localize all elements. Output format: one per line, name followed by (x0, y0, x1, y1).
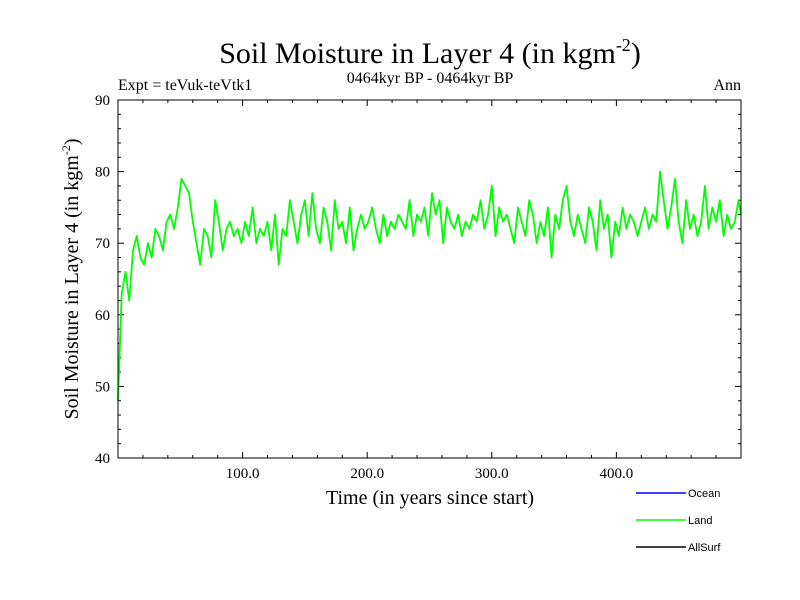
chart-title: Soil Moisture in Layer 4 (in kgm-2) (219, 35, 641, 70)
x-tick-label: 200.0 (350, 466, 384, 482)
legend-label-allsurf: AllSurf (688, 542, 721, 554)
y-tick-label: 70 (95, 236, 110, 252)
subtitle-left: Expt = teVuk-teVtk1 (118, 77, 252, 94)
x-tick-label: 300.0 (475, 466, 509, 482)
chart-title-superscript: -2 (616, 35, 631, 55)
y-tick-label: 80 (95, 165, 110, 181)
y-axis-label: Soil Moisture in Layer 4 (in kgm-2) (59, 138, 83, 419)
chart-title-close: ) (631, 37, 641, 70)
subtitle-right: Ann (713, 77, 741, 94)
x-axis-label: Time (in years since start) (326, 487, 534, 509)
axis-ticks (118, 99, 741, 459)
y-tick-label: 90 (95, 93, 110, 109)
subtitle-center: 0464kyr BP - 0464kyr BP (347, 70, 514, 87)
y-axis-label-main: Soil Moisture in Layer 4 (in kgm (61, 155, 83, 420)
y-axis-label-superscript: -2 (59, 145, 73, 155)
legend-label-ocean: Ocean (688, 488, 720, 500)
x-tick-label: 400.0 (600, 466, 634, 482)
series-line-land (117, 170, 742, 401)
legend-label-land: Land (688, 515, 712, 527)
series-layer (117, 170, 742, 401)
y-tick-label: 50 (95, 379, 110, 395)
plot-frame (117, 99, 742, 459)
tick-labels: 100.0 200.0 300.0 400.0 40 50 60 70 80 90 (95, 93, 633, 482)
legend: Ocean Land AllSurf (636, 488, 721, 554)
y-tick-label: 60 (95, 308, 110, 324)
y-axis-label-close: ) (61, 138, 83, 145)
x-tick-label: 100.0 (226, 466, 260, 482)
y-tick-label: 40 (95, 451, 110, 467)
chart-title-main: Soil Moisture in Layer 4 (in kgm (219, 37, 616, 70)
